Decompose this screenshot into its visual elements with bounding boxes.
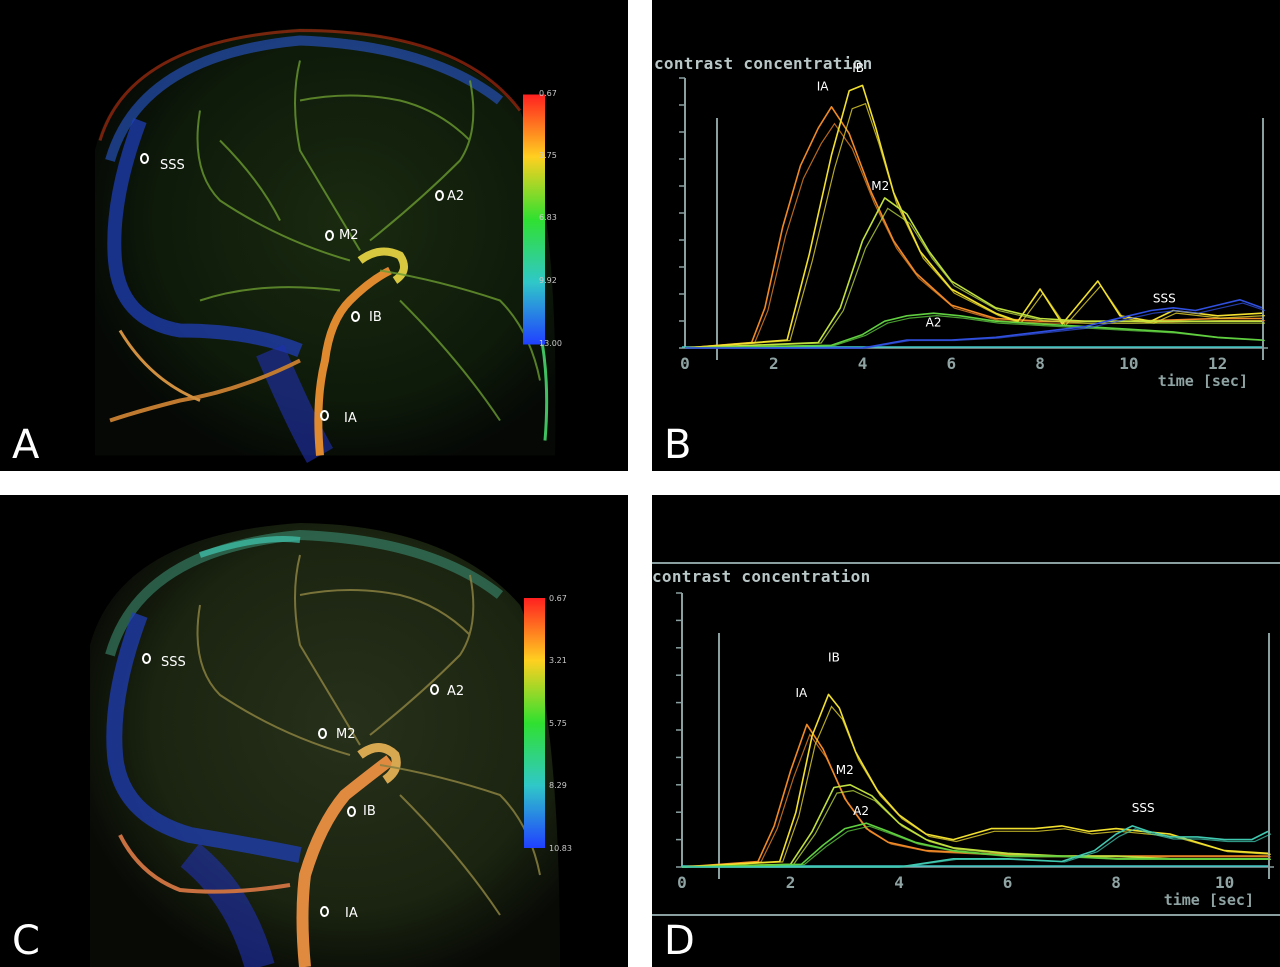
x-tick-label: 0 xyxy=(680,354,690,373)
series-line-ib xyxy=(684,84,1263,349)
roi-label-ia: IA xyxy=(344,411,357,426)
panel-letter-a: A xyxy=(12,422,40,468)
panel-d: contrast concentration 0 2 4 6 8 10 time [sec]… xyxy=(652,495,1280,967)
series-line-sss-trace xyxy=(688,302,1266,349)
colorbar-tick: 0.67 xyxy=(549,594,567,603)
panel-letter-b: B xyxy=(664,422,692,468)
curve-label-ia: IA xyxy=(795,686,808,700)
roi-label-sss: SSS xyxy=(160,158,185,173)
series-line-ia-trace xyxy=(684,733,1271,868)
series-line-ib xyxy=(681,693,1269,868)
curve-label-ib: IB xyxy=(852,61,864,75)
series-line-ia xyxy=(684,106,1262,349)
x-axis-label: time [sec] xyxy=(1164,891,1254,909)
chart-ylabel-b: contrast concentration xyxy=(654,54,873,73)
colorbar-tick: 10.83 xyxy=(549,844,572,853)
roi-label-a2: A2 xyxy=(447,684,465,699)
series-line-ib-trace xyxy=(684,705,1272,868)
x-tick-label: 0 xyxy=(677,873,687,892)
curve-label-a2: A2 xyxy=(853,804,869,818)
x-tick-label: 2 xyxy=(786,873,796,892)
panel-b: contrast concentration 0 2 4 6 8 10 12 time [se… xyxy=(652,0,1280,471)
series-line-sss-trace xyxy=(685,828,1272,868)
x-tick-label: 6 xyxy=(1003,873,1013,892)
roi-marker-ia xyxy=(320,410,329,421)
series-line-a2-trace xyxy=(687,314,1266,349)
chart-ylabel-d: contrast concentration xyxy=(652,567,871,586)
curve-label-m2: M2 xyxy=(836,763,854,777)
x-tick-label: 12 xyxy=(1208,354,1227,373)
colorbar-tick: 3.75 xyxy=(539,151,557,160)
x-tick-label: 10 xyxy=(1215,873,1234,892)
curve-label-ib: IB xyxy=(828,651,840,665)
curve-label-m2: M2 xyxy=(871,179,889,193)
colorbar-tick: 13.00 xyxy=(539,339,562,348)
roi-marker-sss xyxy=(142,653,151,664)
roi-marker-m2 xyxy=(325,230,334,241)
angiogram-image-a xyxy=(95,28,556,463)
roi-label-a2: A2 xyxy=(447,189,465,204)
roi-label-ib: IB xyxy=(363,804,376,819)
roi-label-ib: IB xyxy=(369,310,382,325)
series-line-m2 xyxy=(684,197,1262,349)
roi-label-m2: M2 xyxy=(336,727,356,742)
x-tick-label: 6 xyxy=(946,354,956,373)
curve-label-sss: SSS xyxy=(1153,291,1176,305)
roi-marker-ib xyxy=(351,311,360,322)
x-tick-label: 8 xyxy=(1111,873,1121,892)
panel-a: 0.67 3.75 6.83 9.92 13.00 SSS A2 M2 IB I… xyxy=(0,0,628,471)
roi-marker-sss xyxy=(140,153,149,164)
colorbar-tick: 5.75 xyxy=(549,719,567,728)
roi-marker-ia xyxy=(320,906,329,917)
roi-marker-m2 xyxy=(318,728,327,739)
series-line-sss xyxy=(682,825,1269,868)
x-tick-label: 8 xyxy=(1035,354,1045,373)
x-axis-label: time [sec] xyxy=(1158,372,1248,390)
curve-label-ia: IA xyxy=(817,80,830,94)
colorbar-tick: 0.67 xyxy=(539,89,557,98)
curve-label-sss: SSS xyxy=(1132,801,1155,815)
x-tick-label: 4 xyxy=(894,873,904,892)
roi-marker-a2 xyxy=(435,190,444,201)
colorbar-tick: 3.21 xyxy=(549,656,567,665)
curve-label-a2: A2 xyxy=(926,316,942,330)
x-tick-label: 2 xyxy=(769,354,779,373)
angiogram-image-c xyxy=(90,523,560,967)
series-line-ia-trace xyxy=(687,122,1265,349)
roi-label-sss: SSS xyxy=(161,655,186,670)
colorbar-tick: 9.92 xyxy=(539,276,557,285)
x-tick-label: 10 xyxy=(1119,354,1138,373)
colorbar-c xyxy=(524,598,545,848)
colorbar-tick: 8.29 xyxy=(549,781,567,790)
roi-label-ia: IA xyxy=(345,906,358,921)
x-tick-label: 4 xyxy=(858,354,868,373)
series-line-a2 xyxy=(681,822,1268,868)
series-line-m2 xyxy=(681,783,1268,868)
series-line-m2-trace xyxy=(687,207,1265,349)
panel-letter-d: D xyxy=(664,918,695,964)
roi-marker-a2 xyxy=(430,684,439,695)
roi-marker-ib xyxy=(347,806,356,817)
series-line-ia xyxy=(681,723,1268,868)
panel-letter-c: C xyxy=(12,918,40,964)
colorbar-a xyxy=(523,94,545,345)
colorbar-tick: 6.83 xyxy=(539,213,557,222)
roi-label-m2: M2 xyxy=(339,228,359,243)
panel-c: 0.67 3.21 5.75 8.29 10.83 SSS A2 M2 IB I… xyxy=(0,495,628,967)
series-line-a2 xyxy=(684,312,1263,349)
series-line-a2-trace xyxy=(684,825,1271,868)
